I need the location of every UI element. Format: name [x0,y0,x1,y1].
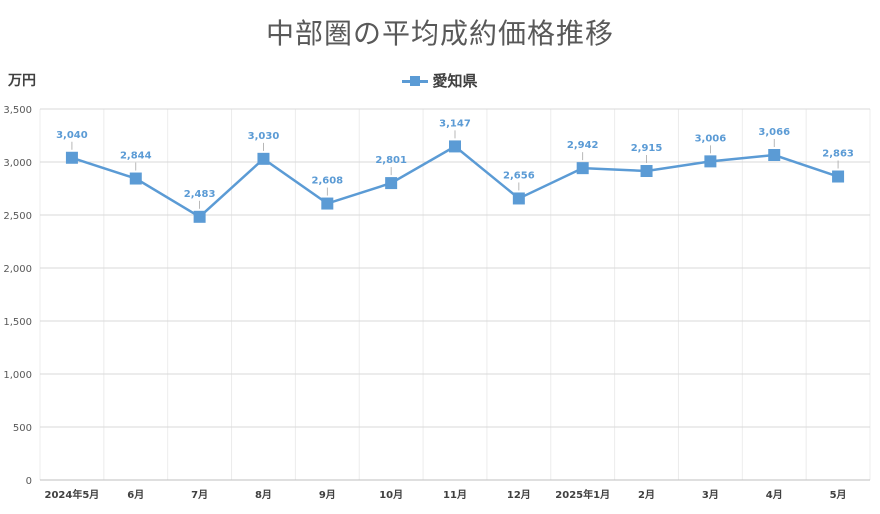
y-tick-label: 1,000 [3,370,32,381]
data-point-marker [65,151,78,164]
series-line [71,144,839,219]
data-label: 2,608 [311,176,343,187]
y-tick-label: 2,500 [3,211,32,222]
x-tick-label: 10月 [379,489,403,501]
data-label: 2,915 [631,143,663,154]
y-tick-label: 3,000 [3,158,32,169]
x-tick-label: 2月 [638,489,655,501]
x-tick-label: 8月 [255,489,272,501]
x-tick-label: 11月 [443,489,467,501]
x-tick-label: 2025年1月 [555,488,610,501]
data-label: 2,863 [822,149,854,160]
x-tick-label: 6月 [127,489,144,501]
data-label: 3,147 [439,118,471,129]
data-point-marker [385,177,398,190]
y-tick-label: 3,500 [3,105,32,116]
data-label: 2,844 [120,151,152,162]
data-label: 2,801 [375,155,407,166]
chart-title: 中部圏の平均成約価格推移 [265,17,614,50]
legend: 愛知県 [0,70,880,91]
x-tick-label: 5月 [830,489,847,501]
y-tick-label: 1,500 [3,317,32,328]
x-tick-label: 9月 [319,489,336,501]
data-point-marker [449,140,461,153]
data-label: 2,942 [567,140,599,151]
x-tick-label: 7月 [191,489,208,501]
data-point-marker [576,162,589,175]
data-label: 2,483 [184,189,216,200]
y-tick-label: 0 [26,476,32,487]
y-tick-label: 500 [13,423,32,434]
data-point-marker [640,165,653,178]
x-tick-label: 12月 [507,489,531,501]
data-label: 3,040 [56,130,88,141]
data-label: 3,030 [248,131,280,142]
y-tick-label: 2,000 [3,264,32,275]
legend-swatch-icon [402,74,429,88]
x-tick-label: 3月 [702,489,719,501]
data-point-marker [129,172,142,185]
data-point-marker [704,155,717,168]
x-tick-label: 4月 [766,489,783,501]
data-label: 2,656 [503,170,535,181]
data-label: 3,066 [758,127,790,138]
data-point-marker [257,152,270,165]
data-label: 3,006 [695,133,727,144]
data-point-marker [512,192,525,205]
x-tick-label: 2024年5月 [45,488,100,501]
data-point-marker [193,210,206,223]
data-point-marker [832,170,845,183]
y-axis-unit-label: 万円 [8,73,36,89]
data-point-marker [768,149,781,162]
data-point-marker [321,197,334,210]
legend-series-name: 愛知県 [432,72,478,90]
